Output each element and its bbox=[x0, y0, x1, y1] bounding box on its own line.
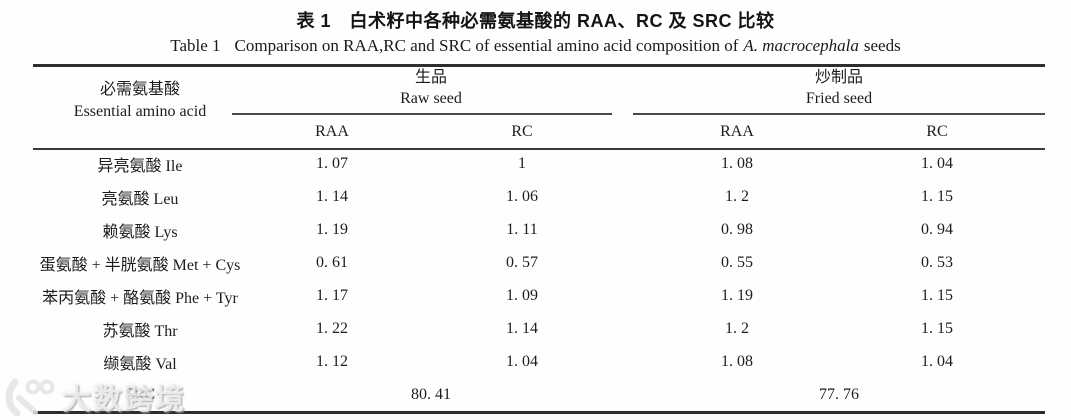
value-cell: 0. 57 bbox=[506, 254, 538, 272]
row-header-cell: 必需氨基酸 Essential amino acid bbox=[33, 79, 247, 123]
value-cell: 1. 2 bbox=[725, 188, 749, 206]
table-title-zh: 表 1 白术籽中各种必需氨基酸的 RAA、RC 及 SRC 比较 bbox=[296, 11, 775, 31]
row-header-zh: 必需氨基酸 bbox=[99, 81, 180, 98]
value-cell: 1. 19 bbox=[316, 221, 348, 239]
value-cell: 1. 12 bbox=[316, 352, 348, 370]
value-cell: 0. 98 bbox=[721, 221, 753, 239]
fried-group-underline bbox=[633, 113, 1045, 115]
table-row: 缬氨酸 Val 1. 12 1. 04 1. 08 1. 04 bbox=[33, 345, 1045, 378]
src-summary-row: SRC 80. 41 77. 76 bbox=[33, 378, 1045, 411]
table-row: 亮氨酸 Leu 1. 14 1. 06 1. 2 1. 15 bbox=[33, 181, 1045, 214]
table-top-rule bbox=[33, 64, 1045, 67]
value-cell: 1. 04 bbox=[921, 352, 953, 370]
value-cell: 1. 14 bbox=[316, 188, 348, 206]
value-cell: 1. 08 bbox=[721, 352, 753, 370]
value-cell: 1. 15 bbox=[921, 286, 953, 304]
value-cell: 1. 2 bbox=[725, 319, 749, 337]
amino-acid-label: 蛋氨酸 + 半胱氨酸 Met + Cys bbox=[39, 257, 241, 275]
amino-acid-label: 缬氨酸 Val bbox=[103, 355, 177, 373]
table-body: 异亮氨酸 Ile 1. 07 1 1. 08 1. 04 亮氨酸 Leu 1. … bbox=[33, 148, 1045, 411]
amino-acid-comparison-table: 必需氨基酸 Essential amino acid 生品 Raw seed 炒… bbox=[33, 64, 1045, 414]
table-row: 异亮氨酸 Ile 1. 07 1 1. 08 1. 04 bbox=[33, 148, 1045, 181]
row-header-en: Essential amino acid bbox=[73, 103, 207, 120]
value-cell: 1. 07 bbox=[316, 155, 348, 173]
value-cell: 0. 55 bbox=[721, 254, 753, 272]
amino-acid-label: 异亮氨酸 Ile bbox=[97, 158, 183, 176]
src-raw-value: 80. 41 bbox=[411, 385, 451, 403]
src-row-label: SRC bbox=[124, 385, 156, 403]
group-header-raw-en: Raw seed bbox=[400, 90, 462, 107]
value-cell: 1. 15 bbox=[921, 188, 953, 206]
value-cell: 1. 04 bbox=[506, 352, 538, 370]
value-cell: 1. 06 bbox=[506, 188, 538, 206]
group-header-raw-seed: 生品 Raw seed bbox=[232, 67, 630, 109]
table-title-en-suffix: seeds bbox=[863, 36, 901, 55]
value-cell: 1. 04 bbox=[921, 155, 953, 173]
value-cell: 1. 08 bbox=[721, 155, 753, 173]
value-cell: 1. 17 bbox=[316, 286, 348, 304]
table-bottom-rule bbox=[33, 411, 1045, 414]
value-cell: 1. 19 bbox=[721, 286, 753, 304]
value-cell: 0. 61 bbox=[316, 254, 348, 272]
value-cell: 1. 11 bbox=[506, 221, 538, 239]
amino-acid-label: 苯丙氨酸 + 酪氨酸 Phe + Tyr bbox=[42, 289, 238, 307]
table-title-en-text: Comparison on RAA,RC and SRC of essentia… bbox=[234, 36, 739, 55]
value-cell: 0. 53 bbox=[921, 254, 953, 272]
value-cell: 1. 14 bbox=[506, 319, 538, 337]
group-header-fried-zh: 炒制品 bbox=[814, 69, 863, 86]
col-header-raa-fried: RAA bbox=[720, 123, 754, 140]
col-header-rc-raw: RC bbox=[511, 123, 533, 140]
species-name-italic: A. macrocephala bbox=[743, 36, 859, 55]
table-row: 苯丙氨酸 + 酪氨酸 Phe + Tyr 1. 17 1. 09 1. 19 1… bbox=[33, 280, 1045, 313]
col-header-raa-raw: RAA bbox=[315, 123, 349, 140]
value-cell: 1. 22 bbox=[316, 319, 348, 337]
src-fried-value: 77. 76 bbox=[819, 385, 859, 403]
value-cell: 0. 94 bbox=[921, 221, 953, 239]
group-header-raw-zh: 生品 bbox=[414, 69, 447, 86]
value-cell: 1. 09 bbox=[506, 286, 538, 304]
value-cell: 1 bbox=[518, 155, 526, 173]
header-separator-rule bbox=[33, 148, 1045, 150]
table-row: 苏氨酸 Thr 1. 22 1. 14 1. 2 1. 15 bbox=[33, 312, 1045, 345]
amino-acid-label: 苏氨酸 Thr bbox=[102, 322, 178, 340]
group-header-fried-seed: 炒制品 Fried seed bbox=[633, 67, 1045, 109]
amino-acid-label: 赖氨酸 Lys bbox=[102, 224, 178, 242]
col-header-rc-fried: RC bbox=[926, 123, 948, 140]
table-number-label: Table 1 bbox=[170, 36, 221, 55]
value-cell: 1. 15 bbox=[921, 319, 953, 337]
table-title-en: Table 1 Comparison on RAA,RC and SRC of e… bbox=[0, 36, 1071, 56]
table-row: 赖氨酸 Lys 1. 19 1. 11 0. 98 0. 94 bbox=[33, 214, 1045, 247]
group-header-fried-en: Fried seed bbox=[805, 90, 873, 107]
amino-acid-label: 亮氨酸 Leu bbox=[101, 191, 179, 209]
table-row: 蛋氨酸 + 半胱氨酸 Met + Cys 0. 61 0. 57 0. 55 0… bbox=[33, 247, 1045, 280]
raw-group-underline bbox=[232, 113, 612, 115]
